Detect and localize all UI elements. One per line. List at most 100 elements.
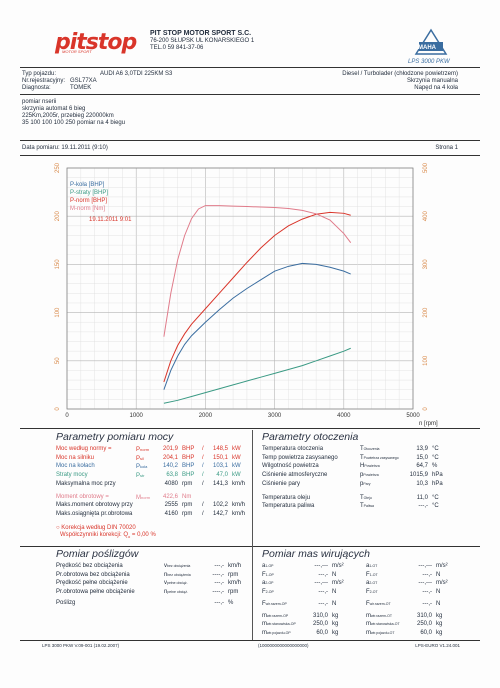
env-value: ---,- xyxy=(418,503,428,510)
slip-label: Prędkość pełne obciążenie xyxy=(56,580,128,586)
divider-top xyxy=(20,67,480,68)
diagnostician-value: TOMEK xyxy=(70,85,92,91)
param-value-1: 4080 xyxy=(164,480,178,487)
mass-symbol: mwir.pojazdu-OP xyxy=(262,629,291,636)
mass-unit: N xyxy=(436,588,441,595)
mass-value: ---,- xyxy=(318,601,328,607)
param-value-1: 204,1 xyxy=(162,454,178,461)
param-value-2: 142,7 xyxy=(212,510,228,517)
dyno-chart: 0 1000 2000 3000 4000 50000501001502002500100… xyxy=(55,162,438,427)
param-symbol: Pkoła xyxy=(136,464,148,471)
y-right-tick-label: 0 xyxy=(423,407,429,411)
series-line xyxy=(163,347,351,404)
param-symbol-sub: str xyxy=(140,473,145,479)
maha-logo-icon xyxy=(412,28,450,56)
legend-entry: P-straty [BHP] xyxy=(70,190,108,196)
y-left-tick-label: 100 xyxy=(55,307,61,318)
y-right-tick-label: 500 xyxy=(423,162,429,173)
mass-unit: kg xyxy=(332,629,339,636)
note-line: pomiar nserii xyxy=(22,99,57,105)
legend-entry: P-koła [BHP] xyxy=(70,182,105,188)
param-value-2: 103,1 xyxy=(212,463,228,470)
slip-symbol-sub: pełne obciąż. xyxy=(167,589,188,594)
mass-value: ---,- xyxy=(422,588,432,595)
mass-value: ---,--- xyxy=(418,563,432,569)
param-label: Maks.osiągnięta pr.obrotowa xyxy=(56,510,133,517)
mass-symbol-sub: wir.razem-OP xyxy=(267,613,289,618)
env-label: Temperatura oleju xyxy=(262,494,311,501)
mass-symbol-sub: 2-OP xyxy=(265,581,274,585)
param-separator: / xyxy=(202,480,204,487)
mass-symbol-sub: 2-OP xyxy=(265,589,274,594)
slip-unit: rpm xyxy=(228,588,239,595)
mass-value: ---,- xyxy=(422,571,432,578)
company-name: PIT STOP MOTOR SPORT S.C. xyxy=(150,30,252,37)
x-tick-label: 0 xyxy=(65,413,69,419)
x-tick-label: 1000 xyxy=(130,413,144,419)
chart-grid xyxy=(66,167,414,410)
mass-symbol: mwir.razem-OP xyxy=(262,612,289,619)
mass-symbol: F2-OT xyxy=(366,588,378,595)
series-line xyxy=(163,205,352,337)
env-value: 11,0 xyxy=(416,494,428,501)
maha-logo-text: MAHA xyxy=(418,45,436,51)
param-label: Straty mocy xyxy=(56,472,88,479)
param-label: Moc według normy = xyxy=(56,446,112,452)
mass-unit: m/s² xyxy=(332,580,344,586)
mass-value: 250,0 xyxy=(416,621,432,627)
param-value-2: 47,0 xyxy=(216,472,228,479)
mass-value: ---,--- xyxy=(418,580,432,586)
param-value-1: 422,6 xyxy=(162,493,178,500)
slip-symbol-sub: bez obciążenia xyxy=(167,572,191,577)
company-phone: TEL.0 59 841-37-06 xyxy=(150,45,204,51)
slip-symbol: npełne obciąż. xyxy=(164,588,188,595)
y-left-tick-label: 200 xyxy=(55,211,61,222)
slip-value: ----,- xyxy=(212,571,224,578)
note-line: 35 100 100 100 250 pomiar na 4 biegu xyxy=(22,120,126,126)
param-separator: / xyxy=(202,454,204,461)
param-label: Moc na silniku xyxy=(56,454,95,461)
param-unit-1: BHP xyxy=(182,454,195,461)
pitstop-logo-sub: MOTOR SPORT xyxy=(62,49,92,54)
param-unit-1: BHP xyxy=(182,472,195,479)
params-box xyxy=(50,430,253,546)
slip-unit: km/h xyxy=(228,563,242,569)
slip-symbol-sub: pełne obciąż. xyxy=(167,581,188,585)
mass-value: ---,--- xyxy=(314,563,328,569)
page-number: Strona 1 xyxy=(435,145,458,151)
plot-frame xyxy=(66,167,414,410)
slip-symbol: nbez obciążenia xyxy=(164,571,191,578)
param-unit-1: BHP xyxy=(182,463,195,470)
mass-symbol-sub: wir.razem-OT xyxy=(371,613,392,618)
param-unit-1: BHP xyxy=(182,446,195,452)
env-symbol-sub: Oleju xyxy=(363,495,372,500)
mass-symbol-sub: wir.stanowiska-OP xyxy=(267,622,296,626)
pitstop-logo: pitstop xyxy=(55,30,137,55)
mass-symbol: Fwir.razem-OT xyxy=(366,601,391,607)
mass-value: 250,0 xyxy=(312,621,328,627)
param-label: Maksymalna moc przy xyxy=(56,480,116,487)
x-axis-unit: n [rpm] xyxy=(419,421,438,427)
vehicle-reg-label: Nr.rejestracyjny: xyxy=(22,78,66,84)
param-separator: / xyxy=(202,502,204,509)
env-label: Temperatura paliwa xyxy=(262,503,315,510)
slip-value: ---,- xyxy=(214,600,224,606)
env-symbol-sub: Powietrza zasysanego xyxy=(363,455,399,460)
mass-symbol-sub: 1-OP xyxy=(265,572,274,577)
y-right-tick-label: 200 xyxy=(423,307,429,318)
x-tick-label: 3000 xyxy=(268,413,282,419)
param-symbol-sub: sil xyxy=(140,455,144,461)
env-label: Ciśnienie atmosferyczne xyxy=(262,472,328,479)
y-left-tick-label: 150 xyxy=(55,259,61,270)
series-line xyxy=(163,211,351,383)
vehicle-type-label: Typ pojazdu: xyxy=(22,71,57,77)
slip-value: ---,- xyxy=(214,563,224,569)
env-symbol-sub: Powietrza xyxy=(364,464,380,469)
footer-left: LPS 3000 PKW V.09-001 (19.02.2007) xyxy=(42,643,120,648)
env-unit: °C xyxy=(432,446,439,452)
param-symbol: Pstr xyxy=(136,473,145,480)
slip-value: ----,- xyxy=(212,588,224,595)
param-unit-2: kW xyxy=(232,454,241,461)
env-label: Temperatura otoczenia xyxy=(262,446,324,452)
